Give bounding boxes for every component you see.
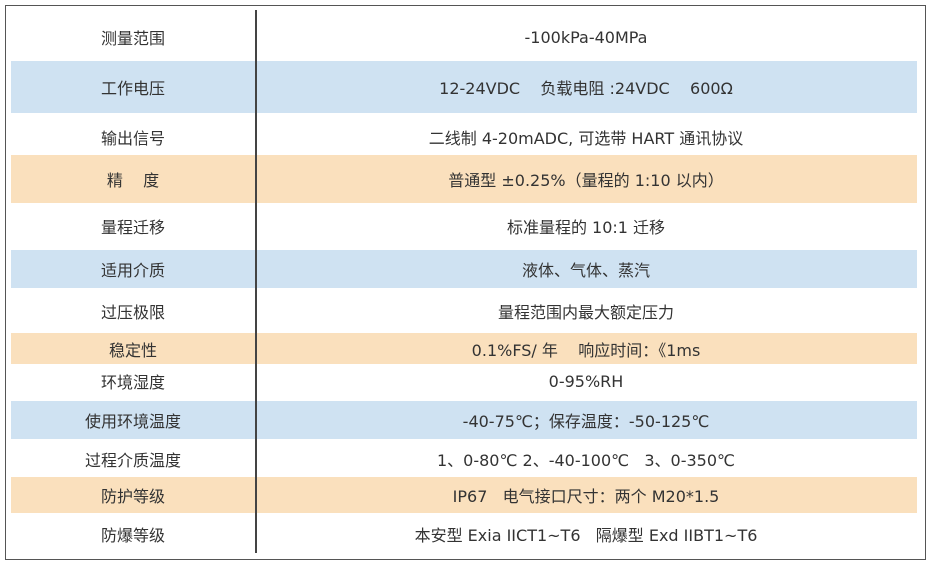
spec-label: 过压极限 — [100, 303, 165, 322]
spec-value: 标准量程的 10:1 迁移 — [506, 218, 666, 237]
spec-row-stability: 稳定性 0.1%FS/ 年 响应时间：《1ms — [11, 333, 917, 364]
spec-label: 环境湿度 — [100, 373, 165, 392]
spec-label: 测量范围 — [100, 29, 165, 48]
spec-value: 12-24VDC 负载电阻 :24VDC 600Ω — [439, 79, 733, 98]
column-divider — [255, 10, 257, 553]
spec-value: 液体、气体、蒸汽 — [521, 261, 650, 280]
spec-row-accuracy: 精 度 普通型 ±0.25%（量程的 1:10 以内） — [11, 155, 917, 203]
spec-value: 本安型 Exia IICT1~T6 隔爆型 Exd IIBT1~T6 — [414, 526, 758, 545]
spec-label: 工作电压 — [100, 79, 165, 98]
spec-value: IP67 电气接口尺寸：两个 M20*1.5 — [452, 487, 720, 506]
spec-value: -100kPa-40MPa — [524, 27, 648, 47]
spec-row-working-voltage: 工作电压 12-24VDC 负载电阻 :24VDC 600Ω — [11, 61, 917, 113]
spec-row-process-temperature: 过程介质温度 1、0-80℃ 2、-40-100℃ 3、0-350℃ — [11, 442, 917, 475]
spec-row-explosion-proof: 防爆等级 本安型 Exia IICT1~T6 隔爆型 Exd IIBT1~T6 — [11, 516, 917, 552]
spec-value: 1、0-80℃ 2、-40-100℃ 3、0-350℃ — [436, 450, 736, 470]
spec-value: 量程范围内最大额定压力 — [497, 303, 674, 322]
spec-row-overpressure-limit: 过压极限 量程范围内最大额定压力 — [11, 293, 917, 329]
spec-label: 使用环境温度 — [84, 412, 181, 431]
spec-label: 输出信号 — [100, 129, 165, 148]
spec-row-ambient-humidity: 环境湿度 0-95%RH — [11, 365, 917, 397]
spec-row-ambient-temperature: 使用环境温度 -40-75℃；保存温度：-50-125℃ — [11, 401, 917, 439]
spec-label: 量程迁移 — [100, 218, 165, 237]
spec-value: 二线制 4-20mADC, 可选带 HART 通讯协议 — [428, 129, 744, 148]
spec-label: 过程介质温度 — [84, 450, 181, 470]
spec-label: 防护等级 — [100, 487, 165, 506]
spec-value: 普通型 ±0.25%（量程的 1:10 以内） — [448, 171, 724, 190]
spec-label: 稳定性 — [108, 340, 157, 360]
spec-row-range-shift: 量程迁移 标准量程的 10:1 迁移 — [11, 208, 917, 244]
spec-value: -40-75℃；保存温度：-50-125℃ — [462, 412, 710, 431]
spec-row-applicable-media: 适用介质 液体、气体、蒸汽 — [11, 250, 917, 288]
spec-value: 0.1%FS/ 年 响应时间：《1ms — [471, 340, 701, 360]
spec-row-measuring-range: 测量范围 -100kPa-40MPa — [11, 18, 917, 56]
spec-row-protection-rating: 防护等级 IP67 电气接口尺寸：两个 M20*1.5 — [11, 477, 917, 513]
spec-label: 适用介质 — [100, 261, 165, 280]
spec-row-output-signal: 输出信号 二线制 4-20mADC, 可选带 HART 通讯协议 — [11, 119, 917, 155]
spec-value: 0-95%RH — [548, 371, 624, 391]
spec-label: 精 度 — [106, 171, 160, 190]
spec-label: 防爆等级 — [100, 526, 165, 545]
